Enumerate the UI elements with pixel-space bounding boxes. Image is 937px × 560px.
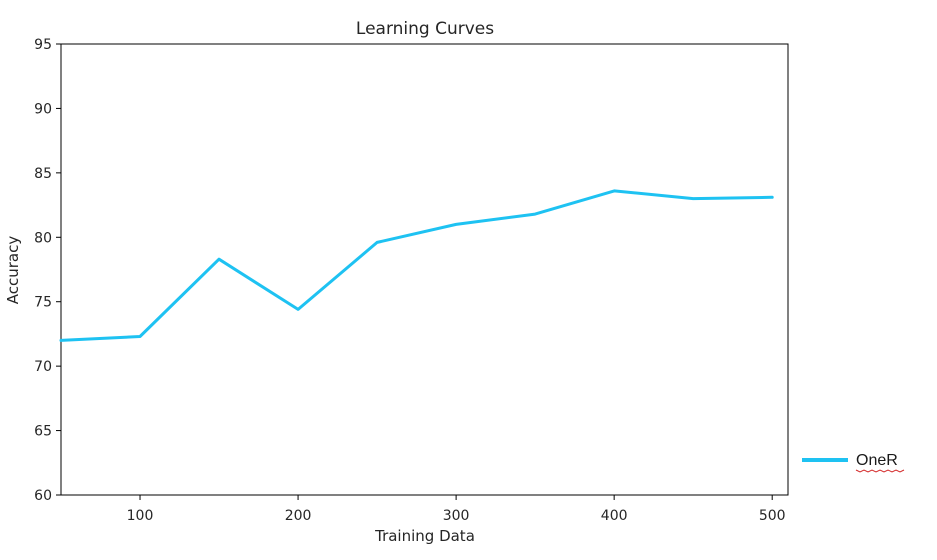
y-tick-label-90: 90 [34,101,52,117]
x-tick-label-100: 100 [127,508,154,524]
x-tick-label-300: 300 [443,508,470,524]
x-tick-label-400: 400 [601,508,628,524]
y-tick-label-60: 60 [34,488,52,504]
y-axis: 60 65 70 75 80 85 90 95 [34,37,61,504]
x-axis: 100 200 300 400 500 [127,495,786,524]
series-layer [59,189,774,342]
x-tick-label-200: 200 [285,508,312,524]
y-tick-label-80: 80 [34,230,52,246]
legend: OneR [802,452,905,473]
y-tick-label-65: 65 [34,424,52,440]
legend-spellcheck-underline [855,469,905,473]
chart-title: Learning Curves [356,19,494,39]
y-tick-label-75: 75 [34,295,52,311]
x-axis-title: Training Data [374,527,475,545]
plot-area-frame [60,43,789,496]
y-tick-label-95: 95 [34,37,52,53]
y-tick-label-70: 70 [34,359,52,375]
legend-label-oner: OneR [856,452,898,469]
y-tick-label-85: 85 [34,166,52,182]
x-tick-label-500: 500 [759,508,786,524]
y-axis-title: Accuracy [4,236,22,305]
series-line-oner [59,189,774,342]
